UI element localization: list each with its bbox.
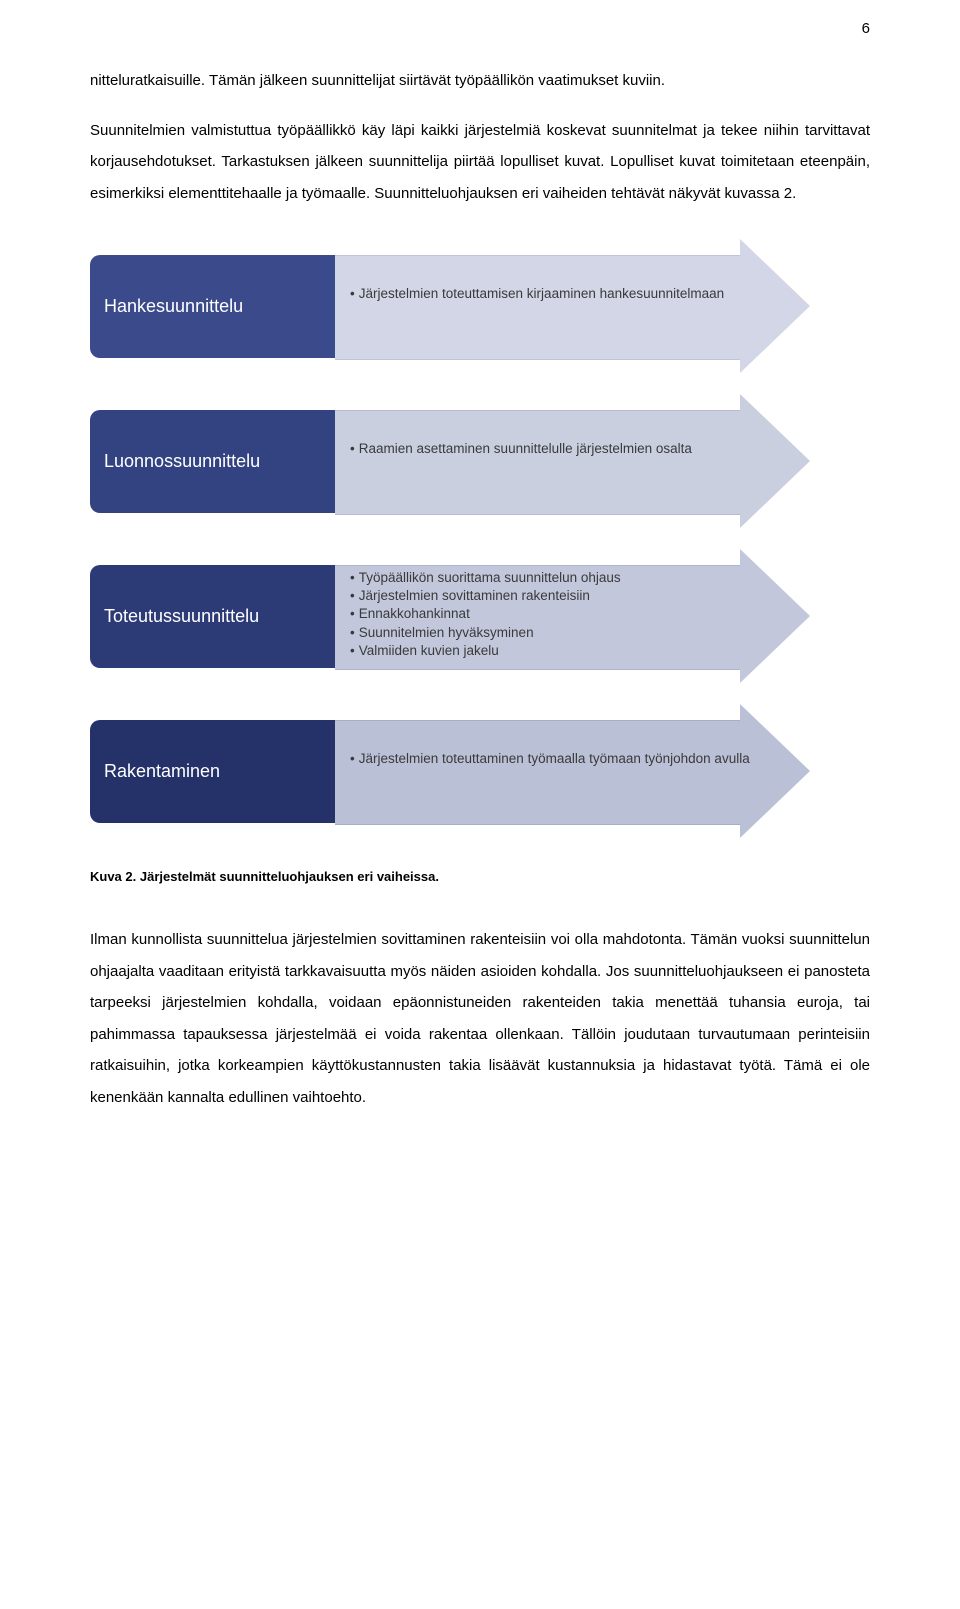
bullet-text: Järjestelmien toteuttaminen työmaalla ty…: [359, 750, 750, 768]
arrow-head-icon: [740, 549, 810, 683]
paragraph-3: Ilman kunnollista suunnittelua järjestel…: [90, 924, 870, 1113]
bullet-text: Ennakkohankinnat: [359, 605, 470, 623]
bullet-dot-icon: •: [350, 605, 355, 623]
figure-caption: Kuva 2. Järjestelmät suunnitteluohjaukse…: [90, 869, 870, 884]
bullet-dot-icon: •: [350, 440, 355, 458]
bullet-dot-icon: •: [350, 587, 355, 605]
paragraph-2: Suunnitelmien valmistuttua työpäällikkö …: [90, 115, 870, 210]
stage-label: Rakentaminen: [104, 761, 220, 782]
bullet-dot-icon: •: [350, 642, 355, 660]
document-page: 6 nitteluratkaisuille. Tämän jälkeen suu…: [0, 0, 960, 1181]
bullet-dot-icon: •: [350, 750, 355, 768]
stage-label-box: Toteutussuunnittelu: [90, 565, 335, 668]
arrow-shape: [335, 704, 810, 839]
stage-label: Luonnossuunnittelu: [104, 451, 260, 472]
bullet-text: Työpäällikön suorittama suunnittelun ohj…: [359, 569, 621, 587]
bullet-item: •Järjestelmien sovittaminen rakenteisiin: [350, 587, 750, 605]
arrow-body: [335, 410, 740, 515]
stage-bullets: •Järjestelmien toteuttamisen kirjaaminen…: [350, 285, 750, 303]
stage-bullets: •Raamien asettaminen suunnittelulle järj…: [350, 440, 750, 458]
arrow-head-icon: [740, 704, 810, 838]
stage-label-box: Rakentaminen: [90, 720, 335, 823]
stage-label: Toteutussuunnittelu: [104, 606, 259, 627]
stage-label: Hankesuunnittelu: [104, 296, 243, 317]
bullet-item: •Valmiiden kuvien jakelu: [350, 642, 750, 660]
arrow-row: Luonnossuunnittelu •Raamien asettaminen s…: [90, 394, 870, 529]
bullet-text: Suunnitelmien hyväksyminen: [359, 624, 534, 642]
stage-label-box: Luonnossuunnittelu: [90, 410, 335, 513]
arrow-body: [335, 720, 740, 825]
bullet-text: Järjestelmien toteuttamisen kirjaaminen …: [359, 285, 724, 303]
bullet-text: Valmiiden kuvien jakelu: [359, 642, 499, 660]
bullet-item: •Suunnitelmien hyväksyminen: [350, 624, 750, 642]
arrow-head-icon: [740, 394, 810, 528]
bullet-item: •Järjestelmien toteuttaminen työmaalla t…: [350, 750, 750, 768]
arrow-row: Toteutussuunnittelu•Työpäällikön suoritt…: [90, 549, 870, 684]
bullet-item: •Raamien asettaminen suunnittelulle järj…: [350, 440, 750, 458]
stage-label-box: Hankesuunnittelu: [90, 255, 335, 358]
page-number: 6: [862, 20, 870, 37]
bullet-text: Raamien asettaminen suunnittelulle järje…: [359, 440, 692, 458]
arrow-row: Rakentaminen •Järjestelmien toteuttaminen…: [90, 704, 870, 839]
bullet-item: •Työpäällikön suorittama suunnittelun oh…: [350, 569, 750, 587]
arrow-head-icon: [740, 239, 810, 373]
arrow-row: Hankesuunnittelu •Järjestelmien toteuttam…: [90, 239, 870, 374]
stage-bullets: •Järjestelmien toteuttaminen työmaalla t…: [350, 750, 750, 768]
bullet-item: •Ennakkohankinnat: [350, 605, 750, 623]
process-arrow-diagram: Hankesuunnittelu•Järjestelmien toteuttam…: [90, 239, 870, 839]
stage-bullets: •Työpäällikön suorittama suunnittelun oh…: [350, 569, 750, 660]
paragraph-1: nitteluratkaisuille. Tämän jälkeen suunn…: [90, 65, 870, 97]
arrow-shape: [335, 394, 810, 529]
bullet-text: Järjestelmien sovittaminen rakenteisiin: [359, 587, 590, 605]
arrow-body: [335, 255, 740, 360]
bullet-dot-icon: •: [350, 285, 355, 303]
bullet-dot-icon: •: [350, 569, 355, 587]
bullet-dot-icon: •: [350, 624, 355, 642]
bullet-item: •Järjestelmien toteuttamisen kirjaaminen…: [350, 285, 750, 303]
arrow-shape: [335, 239, 810, 374]
